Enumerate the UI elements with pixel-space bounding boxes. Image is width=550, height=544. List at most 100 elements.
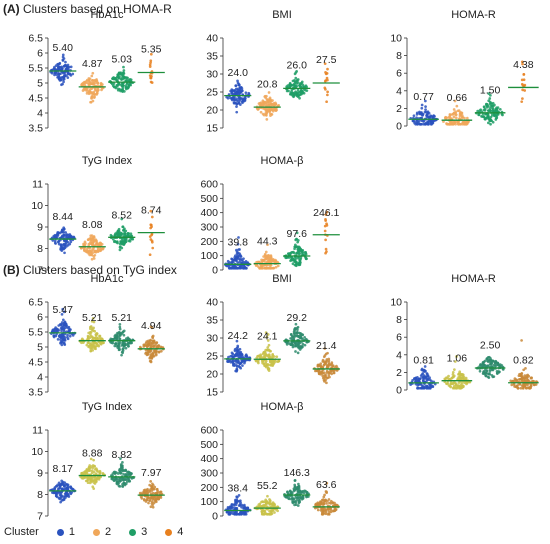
legend-marker-2 [92,528,100,536]
panel-b-bmi-point-c2 [264,331,268,334]
panel-a-homa--value-label-c3: 97.6 [287,228,308,240]
panel-b-bmi-point-c1 [238,353,242,356]
panel-b-hba1c-point-c2 [89,330,92,334]
panel-a-homa--point-c2 [274,258,277,262]
panel-b-tyg-index-point-c2 [85,467,89,471]
panel-b-hba1c-point-c2 [93,329,97,333]
panel-b-hba1c-point-c1 [66,336,69,339]
panel-b-homa--point-c1 [234,503,238,507]
panel-b-homa--point-c2 [267,512,271,516]
panel-b-hba1c-point-c2 [98,334,101,338]
panel-a-homa-r-point-c3 [488,106,492,110]
panel-b-bmi-point-c2 [264,361,268,365]
panel-b-bmi-point-c3 [294,322,298,326]
panel-a-homa--point-c2 [260,266,264,270]
section-a-letter: (A) [3,2,20,16]
panel-b-tyg-index-point-c4 [157,497,160,501]
panel-a-bmi-point-c2 [267,91,271,94]
panel-b-homa-r-point-c1 [420,373,424,376]
panel-b-tyg-index-point-c2 [88,481,92,485]
panel-a-hba1c-point-c1 [62,75,66,79]
panel-b-hba1c-point-c1 [57,324,61,327]
panel-a-bmi-point-c1 [236,87,240,91]
panel-a-homa--point-c4 [324,217,327,221]
panel-a-bmi-point-c1 [239,103,242,106]
panel-b-homa--point-c3 [297,499,301,502]
panel-b-homa-r-ytick-label: 2 [396,367,402,379]
panel-a-hba1c-point-c2 [92,81,96,85]
panel-b-bmi-point-c2 [266,346,270,349]
panel-b-tyg-index-point-c1 [57,481,61,485]
panel-b-tyg-index-point-c2 [91,485,95,489]
panel-a-hba1c-point-c3 [111,77,115,80]
panel-a-hba1c-value-label-c1: 5.40 [53,42,74,54]
panel-a-hba1c-point-c1 [63,73,67,76]
panel-b-tyg-index-point-c3 [116,482,119,486]
panel-a-homa--point-c2 [265,266,269,270]
panel-b-homa--point-c3 [297,482,300,486]
panel-a-homa-r-point-c3 [488,117,492,121]
panel-a-hba1c-point-c3 [126,86,130,90]
panel-a-bmi-point-c1 [234,84,238,88]
panel-b-hba1c-point-c4 [159,349,163,353]
panel-b-homa-r-point-c2 [445,382,448,385]
panel-b-hba1c-point-c2 [80,341,83,345]
panel-b-homa-r-point-c3 [498,370,501,374]
panel-a-hba1c-point-c4 [148,63,152,67]
panel-b-hba1c-point-c2 [94,345,97,349]
panel-a-homa-r-point-c3 [487,92,491,95]
panel-b-homa--point-c2 [257,503,261,506]
panel-b-bmi-point-c1 [232,362,236,366]
panel-b-bmi-point-c2 [258,354,262,358]
panel-a-homa-r-point-c2 [457,121,461,125]
panel-b-tyg-index-point-c2 [95,469,99,473]
panel-b-homa--point-c4 [326,512,330,516]
panel-a-homa-r-point-c1 [428,115,432,119]
panel-a-homa--point-c3 [288,251,292,255]
panel-b-homa--point-c3 [288,490,292,493]
panel-b-tyg-index-point-c2 [89,457,93,461]
panel-a-homa--ytick-label: 0 [212,265,218,277]
panel-b-homa-r-point-c2 [457,384,461,387]
panel-b-homa-r-point-c3 [491,375,495,379]
panel-a-homa-r-point-c3 [496,112,500,116]
panel-b-hba1c-point-c4 [148,356,152,360]
panel-a-hba1c-point-c3 [122,65,125,69]
panel-a-homa-r-point-c2 [460,111,463,115]
legend-item-3: 3 [129,526,147,538]
panel-b-homa-r-point-c2 [459,383,463,387]
panel-a-homa-r-title: HOMA-R [451,9,496,21]
panel-b-homa--point-c2 [263,511,267,515]
panel-b-homa--point-c1 [236,495,239,499]
panel-b-tyg-index-point-c4 [151,503,154,507]
panel-a-tyg-index-point-c1 [56,231,60,234]
panel-b-bmi-point-c3 [297,335,301,338]
panel-a-bmi-point-c3 [285,89,289,93]
panel-b-homa-r-point-c2 [460,373,463,376]
panel-b-homa-r-point-c4 [519,374,523,378]
panel-b-bmi-point-c2 [275,355,279,359]
panel-b-homa-r-point-c1 [430,379,433,383]
panel-b-bmi-point-c1 [226,360,230,363]
panel-a-tyg-index-point-c1 [65,234,68,238]
legend-item-4: 4 [165,526,183,538]
panel-a-bmi-point-c1 [238,86,242,90]
panel-a-tyg-index-point-c2 [92,249,96,252]
panel-b-homa-r-point-c3 [495,369,499,373]
panel-b-homa--point-c4 [314,504,318,507]
panel-a-bmi-point-c1 [238,95,241,99]
panel-b-homa-r-title: HOMA-R [451,273,496,285]
panel-b-homa--point-c1 [231,512,235,515]
panel-a-tyg-index-point-c1 [63,251,66,255]
panel-a-homa-r-point-c3 [487,121,490,125]
panel-a-homa-r-point-c1 [421,113,424,116]
panel-b-hba1c-point-c1 [71,334,75,337]
panel-a-hba1c-point-c2 [90,74,94,78]
panel-a-homa-r-point-c3 [478,109,482,112]
panel-a-tyg-index-point-c3 [116,241,119,245]
panel-b-bmi-point-c1 [233,354,237,358]
panel-a-homa-r-point-c3 [477,113,480,117]
panel-a-tyg-index-point-c3 [124,238,128,241]
panel-b-tyg-index-point-c2 [91,479,95,483]
panel-b-tyg-index-point-c4 [146,495,150,498]
